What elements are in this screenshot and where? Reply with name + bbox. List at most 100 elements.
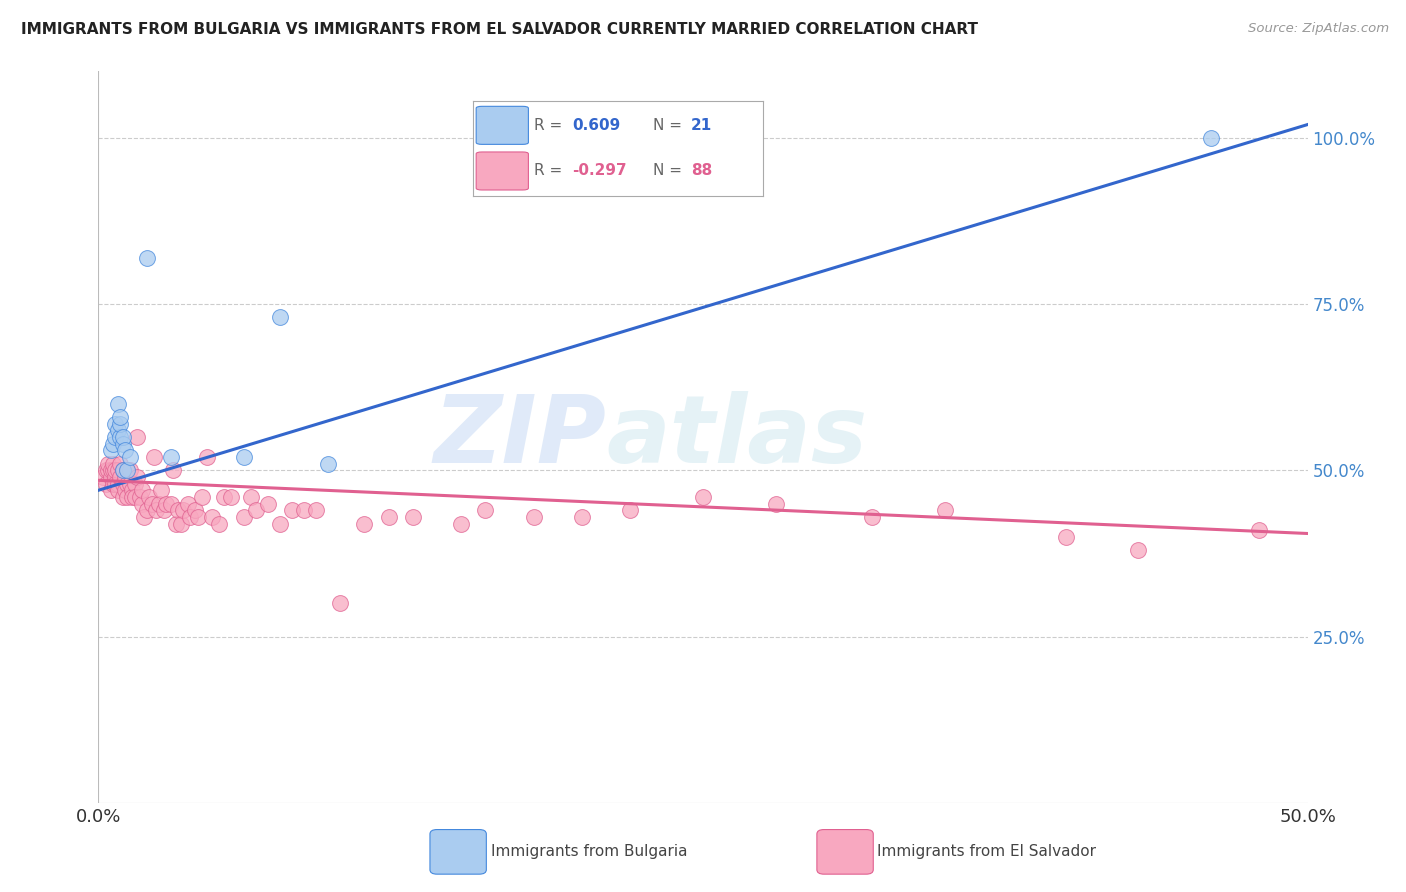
Point xyxy=(150,483,173,498)
Point xyxy=(177,497,200,511)
Point xyxy=(1128,543,1150,558)
Point xyxy=(108,430,131,444)
Point xyxy=(221,490,243,504)
Point xyxy=(195,450,218,464)
Point xyxy=(128,490,150,504)
Text: R =: R = xyxy=(534,118,568,133)
Point xyxy=(100,463,122,477)
Point xyxy=(162,463,184,477)
Point xyxy=(127,470,149,484)
Point xyxy=(860,509,883,524)
Point xyxy=(135,251,157,265)
Text: 0.609: 0.609 xyxy=(572,118,620,133)
Point xyxy=(100,443,122,458)
Point xyxy=(138,490,160,504)
Point xyxy=(232,450,254,464)
Point xyxy=(269,516,291,531)
Point xyxy=(117,490,139,504)
Point xyxy=(114,443,136,458)
Point xyxy=(131,497,153,511)
Point xyxy=(1249,523,1271,537)
Text: N =: N = xyxy=(654,163,688,178)
Text: 21: 21 xyxy=(690,118,713,133)
Point xyxy=(111,463,134,477)
Point xyxy=(104,476,127,491)
Point xyxy=(131,483,153,498)
Point xyxy=(134,509,156,524)
Point xyxy=(94,463,117,477)
Point xyxy=(108,410,131,425)
Point xyxy=(165,516,187,531)
Point xyxy=(104,430,127,444)
Point xyxy=(316,457,339,471)
Point xyxy=(450,516,472,531)
Text: 88: 88 xyxy=(690,163,713,178)
Point xyxy=(127,430,149,444)
Point xyxy=(256,497,278,511)
Point xyxy=(107,483,129,498)
Point xyxy=(201,509,224,524)
Point xyxy=(100,483,122,498)
Point xyxy=(91,470,114,484)
Point xyxy=(155,497,177,511)
Point xyxy=(101,457,124,471)
Point xyxy=(121,490,143,504)
Point xyxy=(305,503,328,517)
Point xyxy=(172,503,194,517)
Point xyxy=(141,497,163,511)
Point xyxy=(111,430,134,444)
Point xyxy=(160,450,183,464)
FancyBboxPatch shape xyxy=(477,152,529,190)
Point xyxy=(353,516,375,531)
Point xyxy=(474,503,496,517)
Point xyxy=(124,490,146,504)
Point xyxy=(107,476,129,491)
Point xyxy=(118,476,141,491)
Point xyxy=(111,436,134,450)
Text: atlas: atlas xyxy=(606,391,868,483)
Point xyxy=(101,476,124,491)
Point xyxy=(692,490,714,504)
Point xyxy=(111,490,134,504)
Point xyxy=(281,503,304,517)
Text: IMMIGRANTS FROM BULGARIA VS IMMIGRANTS FROM EL SALVADOR CURRENTLY MARRIED CORREL: IMMIGRANTS FROM BULGARIA VS IMMIGRANTS F… xyxy=(21,22,979,37)
Point xyxy=(619,503,641,517)
Text: Immigrants from El Salvador: Immigrants from El Salvador xyxy=(877,845,1097,859)
Point xyxy=(232,509,254,524)
Point xyxy=(101,436,124,450)
Point xyxy=(135,503,157,517)
Point xyxy=(118,450,141,464)
Point xyxy=(118,463,141,477)
Point xyxy=(111,476,134,491)
Point xyxy=(1199,131,1222,145)
Point xyxy=(148,497,170,511)
Point xyxy=(191,490,214,504)
Point xyxy=(107,397,129,411)
Point xyxy=(1054,530,1077,544)
Point xyxy=(114,470,136,484)
Point xyxy=(571,509,593,524)
Point xyxy=(117,463,139,477)
Point xyxy=(117,476,139,491)
Point xyxy=(101,463,124,477)
Point xyxy=(117,463,139,477)
Point xyxy=(212,490,235,504)
Point xyxy=(107,463,129,477)
Point xyxy=(377,509,399,524)
Point xyxy=(143,450,166,464)
Point xyxy=(108,457,131,471)
Text: R =: R = xyxy=(534,163,568,178)
Point xyxy=(108,470,131,484)
Point xyxy=(934,503,956,517)
Point xyxy=(239,490,262,504)
Point xyxy=(402,509,425,524)
Point xyxy=(329,596,352,610)
Point xyxy=(108,417,131,431)
Point xyxy=(100,470,122,484)
Point xyxy=(104,417,127,431)
Point xyxy=(97,463,120,477)
Point xyxy=(145,503,167,517)
FancyBboxPatch shape xyxy=(477,106,529,145)
Point xyxy=(167,503,190,517)
Point xyxy=(104,470,127,484)
